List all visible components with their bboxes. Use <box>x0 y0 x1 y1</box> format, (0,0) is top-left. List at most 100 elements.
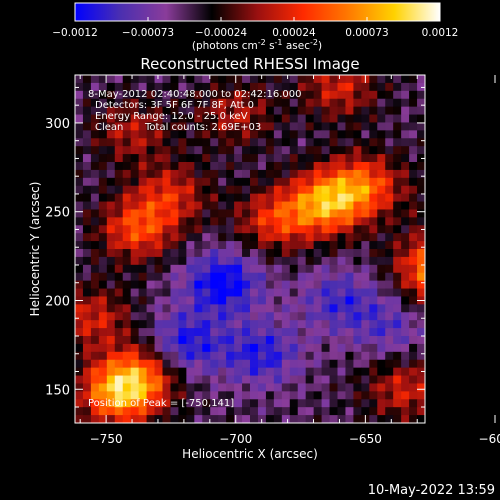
heatmap-cell <box>210 272 219 282</box>
heatmap-cell <box>297 288 307 297</box>
heatmap-cell <box>257 162 267 171</box>
heatmap-cell <box>417 304 426 313</box>
heatmap-cell <box>273 399 283 408</box>
heatmap-cell <box>377 146 386 155</box>
heatmap-cell <box>321 288 330 297</box>
heatmap-cell <box>242 328 251 337</box>
heatmap-cell <box>281 162 291 171</box>
heatmap-cell <box>305 82 315 92</box>
heatmap-cell <box>265 154 275 163</box>
heatmap-cell <box>417 343 426 353</box>
heatmap-cell <box>194 415 203 424</box>
heatmap-cell <box>321 138 330 147</box>
heatmap-cell <box>321 130 330 139</box>
heatmap-cell <box>409 154 418 163</box>
heatmap-cell <box>289 320 299 329</box>
heatmap-cell <box>218 343 227 353</box>
heatmap-cell <box>417 359 426 369</box>
heatmap-cell <box>250 122 259 131</box>
heatmap-cell <box>377 304 386 313</box>
heatmap-cell <box>385 177 394 187</box>
heatmap-cell <box>417 241 426 250</box>
heatmap-cell <box>369 106 378 115</box>
heatmap-cell <box>130 90 140 100</box>
heatmap-cell <box>305 320 315 329</box>
heatmap-cell <box>170 407 179 416</box>
heatmap-cell <box>305 415 315 424</box>
heatmap-cell <box>377 280 386 289</box>
heatmap-cell <box>409 233 418 242</box>
heatmap-cell <box>202 280 211 289</box>
heatmap-cell <box>393 304 402 313</box>
heatmap-cell <box>329 233 338 242</box>
heatmap-cell <box>329 367 338 376</box>
heatmap-cell <box>194 90 203 100</box>
heatmap-cell <box>273 415 283 424</box>
heatmap-cell <box>337 249 346 258</box>
heatmap-cell <box>393 280 402 289</box>
heatmap-cell <box>369 114 378 123</box>
heatmap-cell <box>90 249 100 258</box>
heatmap-cell <box>250 217 259 226</box>
heatmap-cell <box>289 185 299 195</box>
x-tick-label: −650 <box>349 432 382 446</box>
heatmap-cell <box>114 169 124 179</box>
heatmap-cell <box>194 225 203 234</box>
heatmap-cell <box>122 217 132 226</box>
heatmap-cell <box>138 399 147 408</box>
heatmap-cell <box>82 154 92 163</box>
heatmap-cell <box>194 146 203 155</box>
heatmap-cell <box>75 138 84 147</box>
heatmap-cell <box>289 169 299 179</box>
heatmap-cell <box>218 256 227 266</box>
heatmap-cell <box>273 114 283 123</box>
heatmap-cell <box>130 114 140 123</box>
heatmap-cell <box>194 328 203 337</box>
heatmap-cell <box>289 82 299 92</box>
heatmap-cell <box>90 304 100 313</box>
heatmap-cell <box>289 367 299 376</box>
heatmap-cell <box>273 106 283 115</box>
heatmap-cell <box>385 193 394 202</box>
heatmap-cell <box>218 280 227 289</box>
heatmap-cell <box>361 106 370 115</box>
heatmap-cell <box>409 169 418 179</box>
heatmap-cell <box>186 114 195 123</box>
heatmap-cell <box>385 225 394 234</box>
heatmap-cell <box>409 146 418 155</box>
heatmap-cell <box>170 193 179 202</box>
heatmap-cell <box>106 328 116 337</box>
heatmap-cell <box>106 272 116 282</box>
heatmap-cell <box>409 280 418 289</box>
heatmap-cell <box>178 122 187 131</box>
heatmap-cell <box>186 375 195 384</box>
heatmap-cell <box>337 233 346 242</box>
heatmap-cell <box>321 304 330 313</box>
heatmap-cell <box>218 415 227 424</box>
heatmap-cell <box>401 177 410 187</box>
heatmap-cell <box>329 154 338 163</box>
heatmap-cell <box>218 407 227 416</box>
heatmap-cell <box>281 256 291 266</box>
heatmap-cell <box>313 130 322 139</box>
heatmap-cell <box>385 399 394 408</box>
heatmap-cell <box>138 407 147 416</box>
heatmap-cell <box>265 106 275 115</box>
heatmap-cell <box>297 343 307 353</box>
heatmap-cell <box>146 296 155 305</box>
heatmap-cell <box>234 225 243 234</box>
heatmap-cell <box>377 391 386 400</box>
heatmap-cell <box>321 296 330 305</box>
heatmap-cell <box>345 320 354 329</box>
heatmap-cell <box>281 367 291 376</box>
heatmap-cell <box>202 359 211 369</box>
heatmap-cell <box>337 415 346 424</box>
heatmap-cell <box>186 351 195 361</box>
heatmap-cell <box>130 185 140 195</box>
heatmap-cell <box>82 256 92 266</box>
heatmap-cell <box>401 343 410 353</box>
heatmap-cell <box>409 359 418 369</box>
heatmap-cell <box>226 90 235 100</box>
heatmap-cell <box>90 154 100 163</box>
